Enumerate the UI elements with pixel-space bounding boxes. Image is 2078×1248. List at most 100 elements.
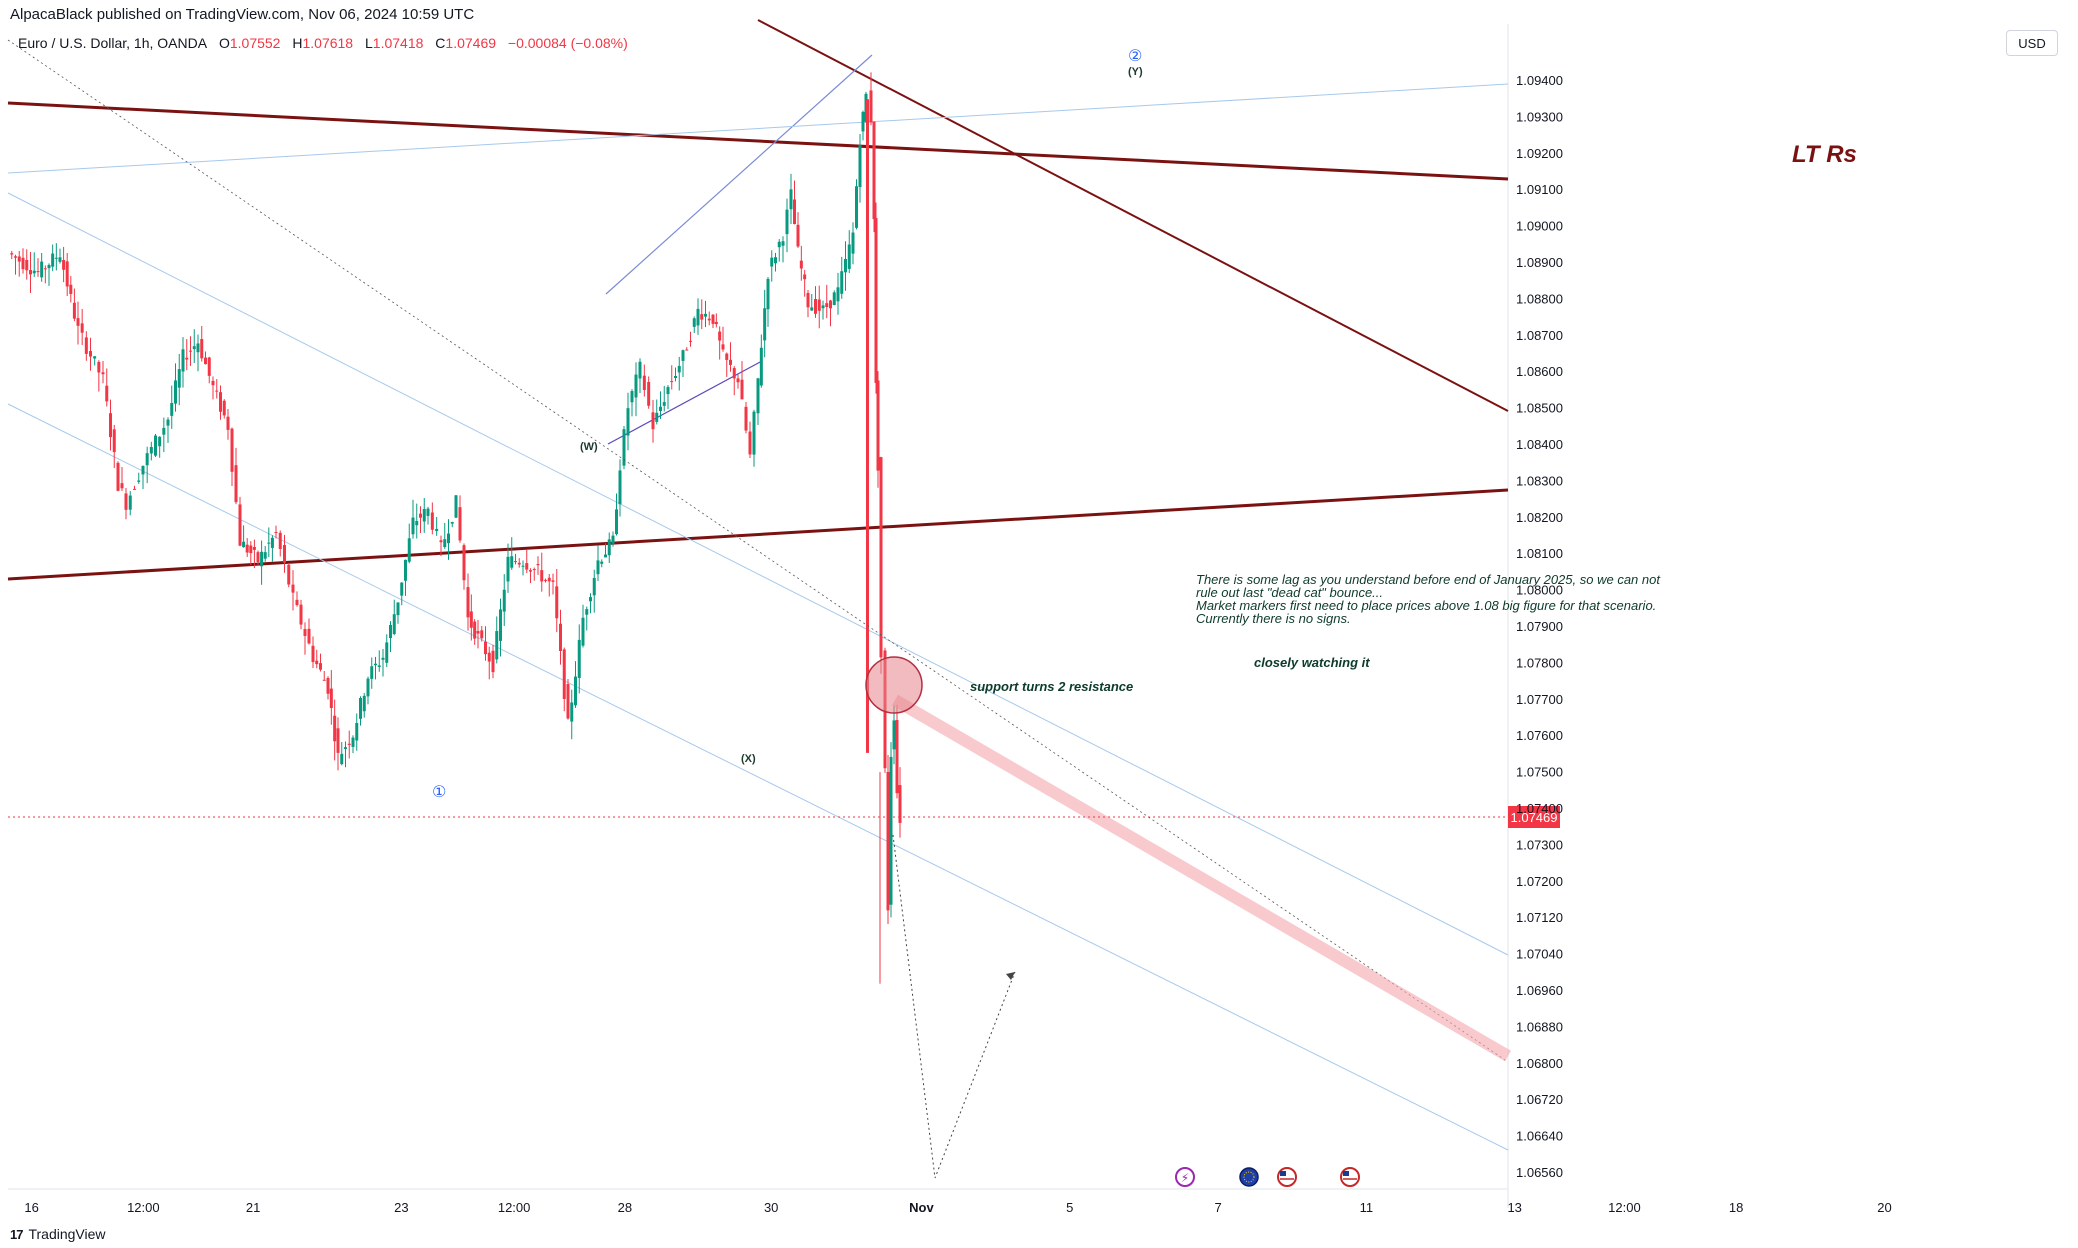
symbol-name[interactable]: Euro / U.S. Dollar, 1h, OANDA	[18, 35, 208, 51]
candle-body	[551, 580, 555, 582]
candle-body	[618, 470, 622, 505]
candle-body	[145, 453, 149, 466]
high-label: H	[292, 35, 303, 51]
trend-line-4[interactable]	[605, 54, 873, 295]
trend-line-2[interactable]	[7, 488, 1509, 581]
x-tick-label: 16	[24, 1200, 38, 1215]
candle-body	[97, 361, 101, 373]
candle-body	[133, 488, 136, 490]
candle-body	[756, 378, 760, 414]
candle-body	[295, 599, 299, 606]
candle-body	[898, 785, 902, 823]
candle-body	[466, 587, 470, 618]
candle-body	[21, 257, 25, 270]
lightning-event-icon[interactable]	[1175, 1167, 1195, 1187]
y-tick-label: 1.09000	[1516, 219, 1563, 234]
candle-body	[207, 357, 211, 376]
candle-body	[336, 728, 340, 753]
candle-body	[825, 303, 829, 308]
trend-line-8[interactable]	[7, 403, 1509, 1151]
note-line-1: There is some lag as you understand befo…	[1196, 572, 1661, 587]
candle-body	[260, 551, 264, 567]
candle-body	[307, 628, 311, 644]
candle-body	[721, 344, 725, 350]
candle-body	[866, 99, 869, 753]
y-tick-label: 1.06560	[1516, 1165, 1563, 1180]
candle-body	[219, 392, 222, 412]
y-tick-label: 1.06800	[1516, 1056, 1563, 1071]
candle-body	[872, 121, 876, 220]
x-axis[interactable]: 16 12:00 21 23 12:00 28 30 Nov 5 7 11 13 12:00 18 20	[24, 1200, 1891, 1215]
candle-body	[185, 357, 189, 360]
candle-body	[238, 504, 242, 546]
y-tick-label: 1.08900	[1516, 255, 1563, 270]
candle-body	[655, 412, 659, 422]
candle-body	[303, 629, 307, 636]
candle-body	[192, 346, 196, 350]
candle-body	[615, 509, 618, 535]
candle-body	[322, 679, 326, 681]
event-icons[interactable]: ⚡	[1175, 1167, 1360, 1187]
candle-body	[396, 602, 400, 616]
candle-body	[810, 307, 814, 311]
candle-body	[435, 528, 439, 532]
trend-line-1[interactable]	[7, 101, 1509, 181]
candle-body	[32, 270, 36, 274]
x-tick-label: 23	[394, 1200, 408, 1215]
currency-button[interactable]: USD	[2006, 30, 2058, 56]
candle-body	[487, 652, 491, 662]
trend-line-7[interactable]	[7, 192, 1509, 956]
candle-body	[454, 495, 458, 518]
candle-body	[389, 624, 392, 639]
trend-line-6[interactable]	[7, 83, 1509, 174]
x-tick-label: 12:00	[127, 1200, 160, 1215]
candle-body	[476, 631, 480, 634]
y-tick-label: 1.07120	[1516, 910, 1563, 925]
y-tick-label: 1.07500	[1516, 765, 1563, 780]
candle-body	[72, 302, 76, 319]
candle-body	[287, 564, 291, 585]
us-flag-event-icon[interactable]	[1277, 1167, 1297, 1187]
candle-body	[58, 257, 62, 262]
candle-body	[439, 540, 443, 543]
candle-body	[315, 660, 319, 665]
candle-body	[447, 533, 450, 544]
candle-body	[128, 495, 132, 510]
candle-body	[62, 259, 66, 270]
candle-body	[589, 597, 592, 602]
note-line-4: Currently there is no signs.	[1196, 611, 1351, 626]
open-label: O	[218, 35, 230, 51]
tradingview-logo[interactable]: 17 TradingView	[10, 1226, 106, 1242]
forecast-dotted-path	[892, 834, 1016, 1179]
candle-body	[740, 379, 744, 400]
candle-body	[329, 688, 333, 708]
candle-body	[215, 390, 219, 392]
trend-line-3[interactable]	[757, 19, 1509, 412]
trend-line-5[interactable]	[607, 360, 763, 445]
candle-body	[892, 720, 896, 750]
candle-body	[540, 570, 544, 582]
y-axis[interactable]: 1.09400 1.09300 1.09200 1.09100 1.09000 1.089…	[1516, 73, 1563, 1180]
candle-body	[166, 419, 170, 426]
candle-body	[347, 743, 351, 745]
candle-body	[677, 365, 681, 373]
candle-body	[80, 323, 84, 333]
candle-body	[847, 244, 851, 269]
candle-body	[861, 111, 865, 132]
y-tick-label: 1.07900	[1516, 619, 1563, 634]
candle-body	[725, 353, 729, 360]
eu-flag-event-icon[interactable]	[1239, 1167, 1259, 1187]
lt-rs-label: LT Rs	[1792, 141, 1857, 168]
candle-body	[443, 539, 447, 548]
candle-body	[696, 308, 700, 326]
us-flag-event-icon-2[interactable]	[1340, 1167, 1360, 1187]
x-tick-label: 28	[618, 1200, 632, 1215]
y-tick-label: 1.07400	[1516, 801, 1563, 816]
candle-body	[381, 657, 385, 660]
candle-body	[385, 642, 389, 663]
symbol-legend[interactable]: Euro / U.S. Dollar, 1h, OANDA O1.07552 H…	[18, 35, 628, 51]
candle-body	[181, 349, 185, 372]
candle-body	[666, 387, 670, 395]
candle-body	[855, 186, 858, 228]
